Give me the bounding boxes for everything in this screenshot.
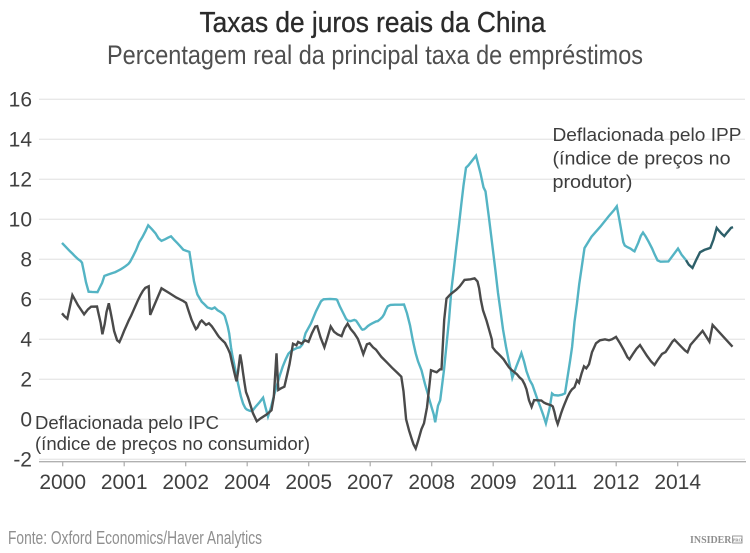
svg-text:2004: 2004 bbox=[224, 471, 271, 494]
svg-text:2014: 2014 bbox=[654, 471, 701, 494]
svg-text:12: 12 bbox=[9, 168, 32, 191]
svg-text:2009: 2009 bbox=[470, 471, 517, 494]
svg-text:(índice de preços no consumido: (índice de preços no consumidor) bbox=[35, 433, 310, 454]
svg-text:2005: 2005 bbox=[285, 471, 332, 494]
svg-text:4: 4 bbox=[20, 328, 32, 351]
svg-text:2000: 2000 bbox=[39, 471, 86, 494]
svg-text:Taxas de juros reais da China: Taxas de juros reais da China bbox=[200, 7, 547, 39]
svg-text:(índice de preços no: (índice de preços no bbox=[553, 148, 731, 169]
svg-text:-2: -2 bbox=[13, 448, 32, 471]
svg-text:6: 6 bbox=[20, 288, 32, 311]
svg-text:PRO: PRO bbox=[732, 538, 742, 543]
svg-text:2011: 2011 bbox=[532, 471, 577, 494]
svg-text:2008: 2008 bbox=[408, 471, 455, 494]
svg-text:produtor): produtor) bbox=[553, 171, 633, 192]
svg-text:16: 16 bbox=[9, 88, 32, 111]
svg-text:Deflacionada pelo IPC: Deflacionada pelo IPC bbox=[35, 412, 219, 433]
svg-text:Fonte: Oxford Economics/Haver: Fonte: Oxford Economics/Haver Analytics bbox=[8, 528, 262, 548]
svg-text:INSIDER: INSIDER bbox=[690, 535, 732, 546]
svg-text:0: 0 bbox=[20, 408, 32, 431]
svg-text:14: 14 bbox=[9, 128, 33, 151]
svg-text:Percentagem real da principal: Percentagem real da principal taxa de em… bbox=[107, 40, 643, 70]
svg-text:2012: 2012 bbox=[593, 471, 640, 494]
svg-text:2: 2 bbox=[20, 368, 32, 391]
svg-text:2001: 2001 bbox=[101, 471, 148, 494]
svg-text:2007: 2007 bbox=[347, 471, 394, 494]
svg-text:10: 10 bbox=[9, 208, 32, 231]
svg-text:Deflacionada pelo IPP: Deflacionada pelo IPP bbox=[553, 124, 742, 145]
svg-text:8: 8 bbox=[20, 248, 32, 271]
svg-text:2002: 2002 bbox=[162, 471, 209, 494]
